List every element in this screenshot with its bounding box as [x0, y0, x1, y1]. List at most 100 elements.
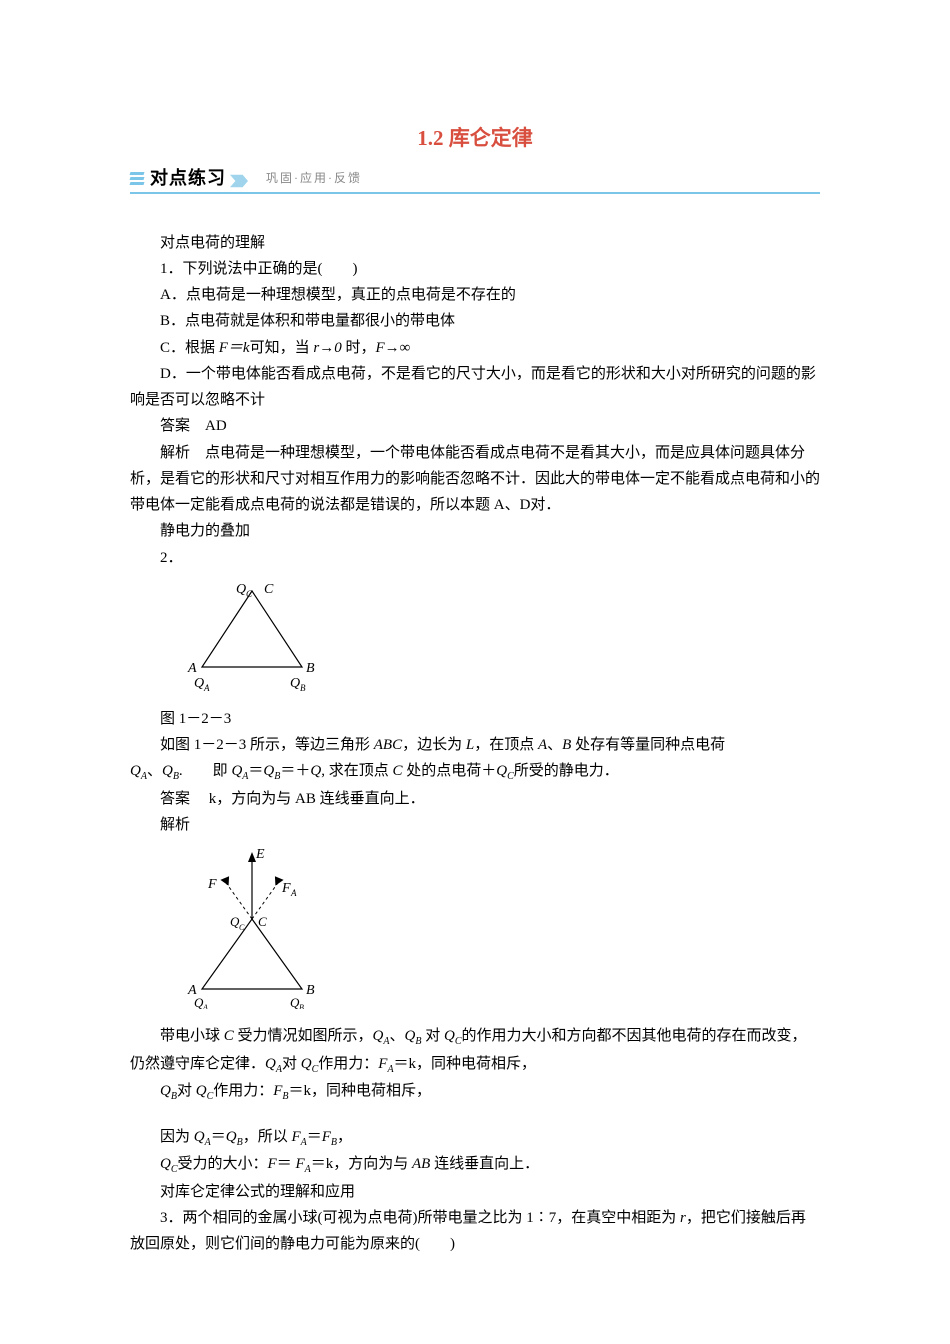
q2l2-12: 处的点电荷＋ [403, 763, 497, 779]
banner-underline [130, 192, 820, 194]
q2-stem-line1: 如图 1－2－3 所示，等边三角形 ABC，边长为 L，在顶点 A、B 处存有等… [130, 732, 820, 758]
e1g: 对 [421, 1028, 444, 1044]
q2l2-14: 所受的静电力． [514, 763, 619, 779]
q2s3: ，在顶点 [474, 737, 538, 753]
banner-sub: 巩固·应用·反馈 [266, 169, 362, 188]
e3f: F [291, 1129, 300, 1145]
section1-heading: 对点电荷的理解 [130, 230, 820, 256]
q2-answer: 答案 k，方向为与 AB 连线垂直向上． [130, 786, 820, 812]
fig1-caption: 图 1－2－3 [130, 706, 820, 732]
q3a: 3．两个相同的金属小球(可视为点电荷)所带电量之比为 1∶7，在真空中相距为 [160, 1210, 680, 1226]
q1-option-c: C．根据 F＝k可知，当 r→0 时，F→∞ [130, 335, 820, 361]
q2-exp-para3: 因为 QA＝QB，所以 FA＝FB， [130, 1124, 820, 1152]
e2b: 对 [177, 1083, 196, 1099]
e4d: ＝ [277, 1156, 296, 1172]
q2-A: A [538, 737, 547, 753]
q2-abc: ABC [374, 737, 402, 753]
q2l2-11: C [392, 763, 402, 779]
e1f: Q [405, 1028, 416, 1044]
e4a: Q [160, 1156, 171, 1172]
fig2-QC-sub: C [239, 923, 245, 932]
e1m: 作用力： [318, 1056, 378, 1072]
q2-exp-para2: QB对 QC作用力：FB＝k，同种电荷相斥， [130, 1078, 820, 1106]
fig2-E: E [255, 847, 265, 862]
fig2-B: B [306, 983, 315, 998]
q2s5: 处存有等量同种点电荷 [571, 737, 725, 753]
q1-option-b: B．点电荷就是体积和带电量都很小的带电体 [130, 308, 820, 334]
section2-heading: 静电力的叠加 [130, 518, 820, 544]
q1-option-d: D．一个带电体能否看成点电荷，不是看它的尺寸大小，而是看它的形状和大小对所研究的… [130, 361, 820, 414]
e1e: 、 [390, 1028, 405, 1044]
q2l2-1: Q [130, 763, 141, 779]
q1c-pre: C．根据 [160, 340, 219, 356]
e1b: C [224, 1028, 234, 1044]
q2l2-13s: C [507, 771, 514, 782]
e3h: F [322, 1129, 331, 1145]
e2c: Q [196, 1083, 207, 1099]
fig1-label-QA: Q [194, 676, 204, 691]
section-banner: 对点练习 巩固·应用·反馈 [130, 166, 820, 192]
e1o: ＝k，同种电荷相斥， [394, 1056, 537, 1072]
e4f: ＝k，方向为与 [311, 1156, 412, 1172]
q2l2-7: Q [263, 763, 274, 779]
e1a: 带电小球 [160, 1028, 224, 1044]
section3-heading: 对库仑定律公式的理解和应用 [130, 1179, 820, 1205]
q2l2-10: , 求在顶点 [321, 763, 392, 779]
q2-stem-line2: QA、QB. 即 QA＝QB＝＋Q, 求在顶点 C 处的点电荷＋QC所受的静电力… [130, 758, 820, 786]
e4e: F [295, 1156, 304, 1172]
q2s4: 、 [547, 737, 562, 753]
q2l2-6: ＝ [248, 763, 263, 779]
figure-force-diagram: E F F A C Q C A B Q A Q B [182, 844, 820, 1017]
q2-number: 2． [130, 545, 820, 571]
q1-exp-label: 解析 [160, 445, 205, 461]
q2l2-3: Q [162, 763, 173, 779]
e1h: Q [444, 1028, 455, 1044]
fig2-F: F [207, 877, 217, 892]
e2f: ＝k，同种电荷相斥， [289, 1083, 432, 1099]
e4b: 受力的大小： [178, 1156, 268, 1172]
e1d: Q [373, 1028, 384, 1044]
q2l2-4: . 即 [179, 763, 232, 779]
e3a: 因为 [160, 1129, 194, 1145]
fig1-sub-B: B [300, 683, 306, 692]
q1-exp-text: 点电荷是一种理想模型，一个带电体能否看成点电荷不是看其大小，而是应具体问题具体分… [130, 445, 820, 514]
q1c-mid: 可知，当 [250, 340, 314, 356]
e4g: AB [412, 1156, 430, 1172]
e1j: Q [265, 1056, 276, 1072]
q2-B: B [562, 737, 571, 753]
fig1-label-C: C [264, 582, 274, 597]
q2s2: ，边长为 [402, 737, 466, 753]
fig1-label-QC: Q [236, 582, 246, 597]
e3i: ， [337, 1129, 352, 1145]
e3b: Q [194, 1129, 205, 1145]
e1c: 受力情况如图所示， [234, 1028, 373, 1044]
q2l2-5: Q [231, 763, 242, 779]
e3e: ，所以 [243, 1129, 292, 1145]
q1c-eq: F＝k [219, 340, 250, 356]
fig1-label-A: A [187, 661, 197, 676]
q1-option-a: A．点电荷是一种理想模型，真正的点电荷是不存在的 [130, 282, 820, 308]
q2l2-13: Q [496, 763, 507, 779]
fig2-FA: F [281, 881, 291, 896]
notebook-icon [230, 172, 248, 186]
q1-answer: 答案 AD [130, 413, 820, 439]
page-title: 1.2 库仑定律 [130, 122, 820, 156]
banner-stripes-icon [130, 172, 144, 185]
q2l2-2: 、 [147, 763, 162, 779]
banner-main: 对点练习 [150, 164, 226, 193]
q2s1: 如图 1－2－3 所示，等边三角形 [160, 737, 374, 753]
e3c: ＝ [211, 1129, 226, 1145]
q2-L: L [466, 737, 474, 753]
e4c: F [268, 1156, 277, 1172]
fig2-QB-sub: B [299, 1003, 304, 1009]
q2-exp-para4: QC受力的大小：F＝ FA＝k，方向为与 AB 连线垂直向上． [130, 1151, 820, 1179]
q1c-f: F→∞ [375, 340, 410, 356]
q2l2-9: Q [310, 763, 321, 779]
q3-stem: 3．两个相同的金属小球(可视为点电荷)所带电量之比为 1∶7，在真空中相距为 r… [130, 1205, 820, 1258]
q1-stem: 1．下列说法中正确的是( ) [130, 256, 820, 282]
fig1-sub-C: C [246, 589, 253, 599]
e2a: Q [160, 1083, 171, 1099]
fig2-QA-sub: A [202, 1003, 208, 1009]
fig1-sub-A: A [203, 683, 210, 692]
e1l: Q [301, 1056, 312, 1072]
